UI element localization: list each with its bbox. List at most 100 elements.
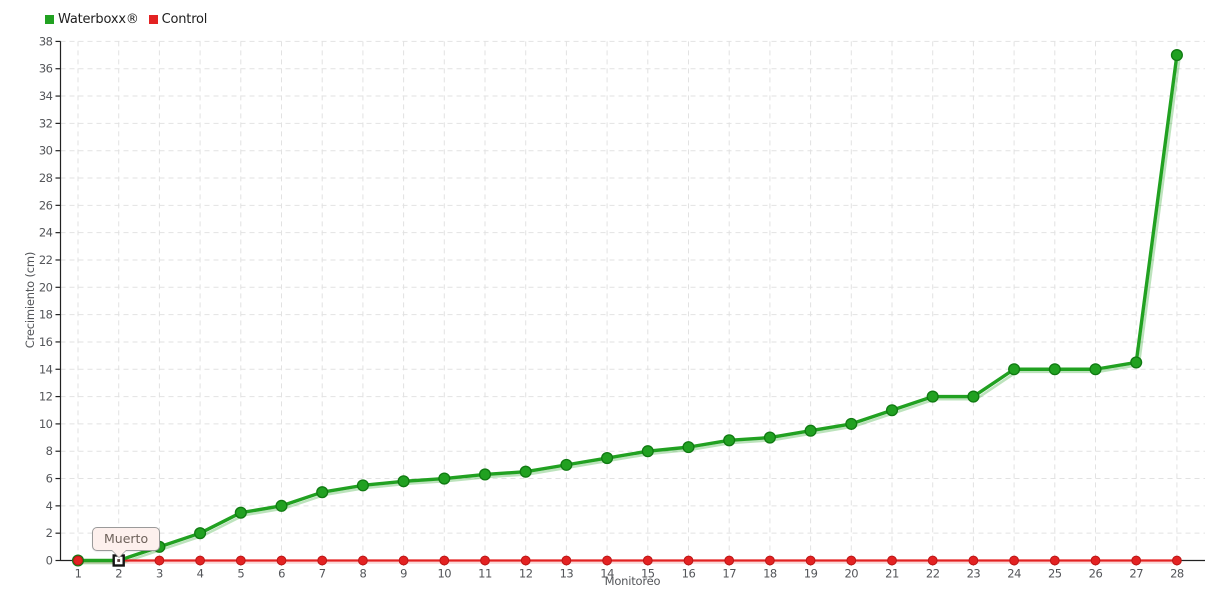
data-point-control-3[interactable] xyxy=(154,555,165,566)
x-tick-label: 11 xyxy=(478,567,492,581)
x-tick-label: 9 xyxy=(400,567,407,581)
data-point-control-27[interactable] xyxy=(1131,555,1142,566)
y-tick-label: 20 xyxy=(39,280,53,294)
data-point-control-12[interactable] xyxy=(520,555,531,566)
y-tick-label: 10 xyxy=(39,417,53,431)
legend-label: Control xyxy=(161,12,208,27)
legend-label: Waterboxx® xyxy=(58,12,139,27)
x-tick-label: 22 xyxy=(926,567,940,581)
data-point-control-17[interactable] xyxy=(724,555,735,566)
data-point-waterboxx-27[interactable] xyxy=(1130,356,1143,369)
tooltip: Muerto xyxy=(92,527,161,558)
data-point-control-22[interactable] xyxy=(927,555,938,566)
x-tick-label: 27 xyxy=(1129,567,1143,581)
data-point-waterboxx-5[interactable] xyxy=(234,506,247,519)
data-point-control-9[interactable] xyxy=(398,555,409,566)
legend-item-waterboxx[interactable]: Waterboxx® xyxy=(45,12,139,27)
x-tick-label: 21 xyxy=(885,567,899,581)
data-point-waterboxx-6[interactable] xyxy=(275,499,288,512)
y-tick-label: 2 xyxy=(46,526,53,540)
data-point-waterboxx-23[interactable] xyxy=(967,390,980,403)
data-point-control-8[interactable] xyxy=(358,555,368,566)
data-point-waterboxx-25[interactable] xyxy=(1048,363,1061,376)
y-tick-label: 34 xyxy=(39,89,53,103)
data-point-waterboxx-11[interactable] xyxy=(478,468,492,481)
y-tick-label: 22 xyxy=(39,253,53,267)
data-point-control-25[interactable] xyxy=(1049,555,1060,566)
data-point-waterboxx-12[interactable] xyxy=(519,465,532,478)
x-tick-label: 17 xyxy=(722,567,736,581)
data-point-control-6[interactable] xyxy=(276,555,287,566)
data-point-control-15[interactable] xyxy=(642,555,653,566)
data-point-control-19[interactable] xyxy=(805,555,816,566)
y-tick-label: 32 xyxy=(39,116,53,130)
y-tick-label: 30 xyxy=(39,144,53,158)
y-tick-label: 6 xyxy=(46,472,53,486)
data-point-control-23[interactable] xyxy=(968,555,979,566)
data-point-control-14[interactable] xyxy=(602,555,612,566)
data-point-waterboxx-21[interactable] xyxy=(885,404,899,417)
series-shadow-waterboxx xyxy=(80,57,1181,565)
data-point-waterboxx-8[interactable] xyxy=(356,479,369,492)
data-point-control-13[interactable] xyxy=(561,555,572,566)
series-line-waterboxx xyxy=(78,54,1179,563)
y-tick-label: 28 xyxy=(39,171,53,185)
data-point-control-26[interactable] xyxy=(1090,555,1101,566)
data-point-waterboxx-22[interactable] xyxy=(926,390,939,403)
data-point-control-21[interactable] xyxy=(887,555,897,566)
x-tick-label: 19 xyxy=(804,567,818,581)
data-point-control-11[interactable] xyxy=(480,555,490,566)
y-tick-label: 12 xyxy=(39,390,53,404)
x-tick-label: 20 xyxy=(844,567,858,581)
legend-swatch-icon xyxy=(45,15,54,24)
data-point-waterboxx-15[interactable] xyxy=(641,445,654,458)
data-point-control-16[interactable] xyxy=(683,555,694,566)
data-point-waterboxx-9[interactable] xyxy=(397,475,410,488)
data-point-waterboxx-18[interactable] xyxy=(763,431,776,444)
data-point-control-20[interactable] xyxy=(846,555,857,566)
data-point-control-28[interactable] xyxy=(1172,555,1182,566)
data-point-waterboxx-19[interactable] xyxy=(804,424,817,437)
x-tick-label: 10 xyxy=(437,567,451,581)
data-point-control-7[interactable] xyxy=(317,555,328,566)
y-axis-title: Crecimiento (cm) xyxy=(23,251,37,349)
y-tick-label: 24 xyxy=(39,226,53,240)
highlighted-point-center xyxy=(117,559,121,562)
data-point-waterboxx-20[interactable] xyxy=(845,417,858,430)
x-tick-label: 4 xyxy=(197,567,204,581)
y-tick-label: 16 xyxy=(39,335,53,349)
data-point-control-18[interactable] xyxy=(765,555,775,566)
chart-legend: Waterboxx® Control xyxy=(45,12,207,27)
data-point-control-24[interactable] xyxy=(1009,555,1019,566)
data-point-waterboxx-28[interactable] xyxy=(1170,49,1183,62)
y-tick-label: 4 xyxy=(46,499,53,513)
data-point-waterboxx-10[interactable] xyxy=(438,472,451,485)
data-point-control-4[interactable] xyxy=(195,555,206,566)
data-point-waterboxx-14[interactable] xyxy=(601,451,614,465)
x-tick-label: 26 xyxy=(1089,567,1103,581)
data-point-control-10[interactable] xyxy=(439,555,450,566)
x-tick-label: 1 xyxy=(75,567,82,581)
data-point-waterboxx-16[interactable] xyxy=(682,441,695,454)
tooltip-label: Muerto xyxy=(104,531,149,546)
data-point-waterboxx-13[interactable] xyxy=(560,458,573,471)
y-tick-label: 0 xyxy=(46,554,53,568)
data-point-waterboxx-4[interactable] xyxy=(194,527,207,540)
y-tick-label: 36 xyxy=(39,62,53,76)
x-tick-label: 12 xyxy=(519,567,533,581)
x-tick-label: 15 xyxy=(641,567,655,581)
data-point-waterboxx-24[interactable] xyxy=(1008,363,1021,376)
data-point-waterboxx-7[interactable] xyxy=(316,486,329,499)
y-tick-label: 38 xyxy=(39,34,53,48)
data-point-waterboxx-17[interactable] xyxy=(723,434,736,447)
x-tick-label: 14 xyxy=(600,567,614,581)
x-tick-label: 18 xyxy=(763,567,777,581)
x-tick-label: 8 xyxy=(359,567,366,581)
data-point-waterboxx-26[interactable] xyxy=(1089,363,1102,376)
data-point-control-5[interactable] xyxy=(235,555,246,566)
y-tick-label: 14 xyxy=(39,362,53,376)
x-tick-label: 3 xyxy=(156,567,163,581)
data-point-control-1[interactable] xyxy=(73,555,83,566)
legend-item-control[interactable]: Control xyxy=(148,12,208,27)
